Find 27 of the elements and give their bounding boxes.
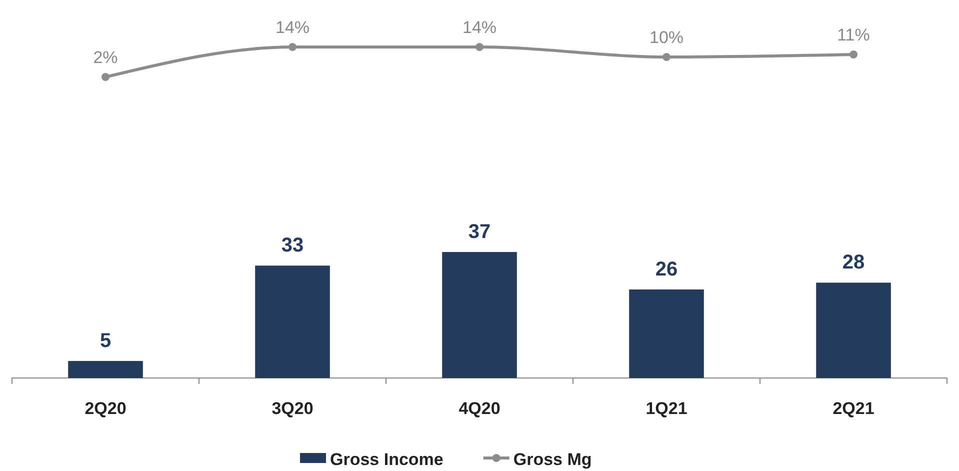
data-label: 26 — [655, 258, 678, 280]
bar — [255, 266, 330, 378]
point — [476, 43, 484, 51]
x-tick-label: 1Q21 — [646, 399, 688, 418]
data-label: 28 — [842, 252, 865, 274]
legend-label: Gross Income — [330, 450, 444, 469]
bar — [816, 282, 891, 378]
data-label: 11% — [837, 26, 870, 44]
bar — [68, 360, 143, 378]
data-label: 33 — [281, 234, 304, 257]
data-label: 14% — [275, 18, 310, 37]
x-tick-label: 2Q21 — [832, 399, 874, 418]
bar — [442, 252, 517, 378]
data-label: 37 — [468, 221, 491, 243]
bar — [629, 289, 704, 378]
data-label: 14% — [462, 18, 497, 37]
data-label: 5 — [100, 330, 112, 352]
x-tick-label: 4Q20 — [458, 399, 500, 418]
point — [850, 50, 858, 58]
data-label: 10% — [649, 28, 684, 47]
legend-label: Gross Mg — [513, 450, 592, 469]
point — [102, 73, 110, 81]
point — [662, 53, 670, 61]
x-tick-label: 2Q20 — [84, 399, 126, 418]
x-tick-label: 3Q20 — [272, 399, 314, 418]
point — [288, 43, 296, 51]
data-label: 2% — [93, 48, 118, 67]
